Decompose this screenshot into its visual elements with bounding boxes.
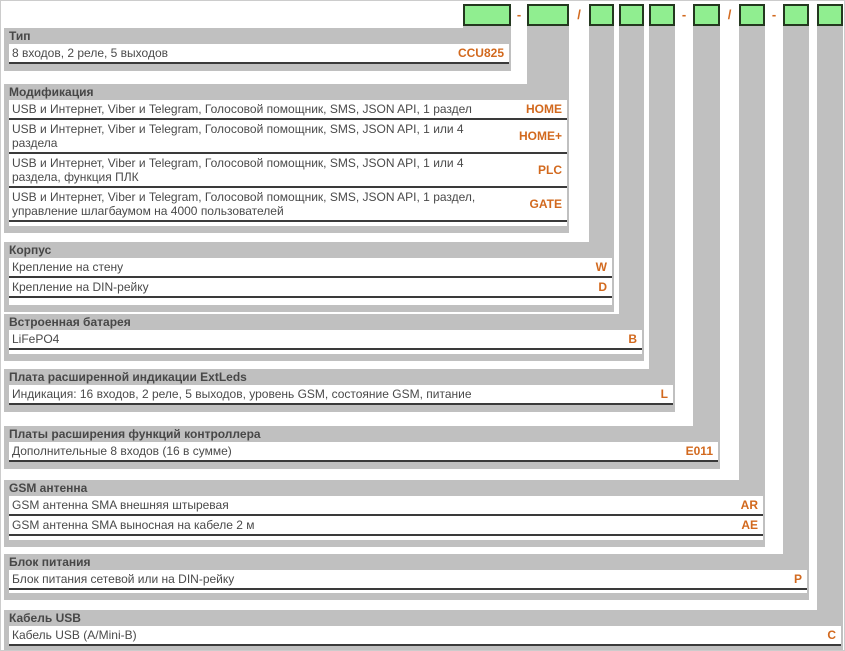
option-row: LiFePO4 B bbox=[9, 330, 642, 350]
option-code: C bbox=[827, 628, 836, 642]
option-row: USB и Интернет, Viber и Telegram, Голосо… bbox=[9, 120, 567, 154]
option-code: CCU825 bbox=[457, 46, 504, 60]
option-text: Дополнительные 8 входов (16 в сумме) bbox=[12, 444, 232, 458]
option-row: Блок питания сетевой или на DIN-рейку P bbox=[9, 570, 807, 590]
option-text: USB и Интернет, Viber и Telegram, Голосо… bbox=[12, 190, 476, 218]
connector-column-5 bbox=[649, 25, 675, 377]
option-code: AE bbox=[741, 518, 758, 532]
option-text: GSM антенна SMA выносная на кабеле 2 м bbox=[12, 518, 255, 532]
separator-slash-2: / bbox=[727, 7, 732, 22]
code-segment-box-extleds bbox=[649, 4, 675, 26]
option-code: P bbox=[793, 572, 802, 586]
option-code: B bbox=[628, 332, 637, 346]
option-text: Крепление на стену bbox=[12, 260, 124, 274]
option-row: Крепление на DIN-рейку D bbox=[9, 278, 612, 298]
section-type: Тип 8 входов, 2 реле, 5 выходов CCU825 bbox=[4, 28, 511, 71]
option-row: Дополнительные 8 входов (16 в сумме) E01… bbox=[9, 442, 718, 462]
section-title: Блок питания bbox=[9, 555, 91, 569]
option-row: 8 входов, 2 реле, 5 выходов CCU825 bbox=[9, 44, 509, 64]
option-code: HOME+ bbox=[518, 129, 562, 143]
code-segment-box-antenna bbox=[739, 4, 765, 26]
option-code: E011 bbox=[685, 444, 713, 458]
section-title: GSM антенна bbox=[9, 481, 88, 495]
connector-column-4 bbox=[619, 25, 644, 322]
option-text: Индикация: 16 входов, 2 реле, 5 выходов,… bbox=[12, 387, 472, 401]
option-code: HOME bbox=[526, 102, 562, 116]
code-segment-box-expansion bbox=[693, 4, 720, 26]
connector-column-7 bbox=[739, 25, 765, 488]
separator-dash-1: - bbox=[516, 7, 522, 22]
section-gsm-antenna: GSM антенна GSM антенна SMA внешняя штыр… bbox=[4, 480, 765, 547]
section-expansion-boards: Платы расширения функций контроллера Доп… bbox=[4, 426, 720, 469]
option-row: Кабель USB (A/Mini-B) C bbox=[9, 626, 841, 646]
option-text: Крепление на DIN-рейку bbox=[12, 280, 149, 294]
option-text: GSM антенна SMA внешняя штыревая bbox=[12, 498, 229, 512]
option-text: USB и Интернет, Viber и Telegram, Голосо… bbox=[12, 122, 464, 150]
code-segment-box-modification bbox=[527, 4, 569, 26]
option-row: USB и Интернет, Viber и Telegram, Голосо… bbox=[9, 100, 567, 120]
option-code: PLC bbox=[538, 163, 562, 177]
section-title: Платы расширения функций контроллера bbox=[9, 427, 261, 441]
option-text: Блок питания сетевой или на DIN-рейку bbox=[12, 572, 235, 586]
option-code: L bbox=[660, 387, 668, 401]
section-usb-cable: Кабель USB Кабель USB (A/Mini-B) C bbox=[4, 610, 843, 650]
section-enclosure: Корпус Крепление на стену W Крепление на… bbox=[4, 242, 614, 312]
option-text: USB и Интернет, Viber и Telegram, Голосо… bbox=[12, 102, 472, 116]
section-title: Тип bbox=[9, 29, 31, 43]
section-title: Встроенная батарея bbox=[9, 315, 131, 329]
section-title: Кабель USB bbox=[9, 611, 81, 625]
option-text: LiFePO4 bbox=[12, 332, 60, 346]
separator-slash-1: / bbox=[577, 7, 581, 22]
code-segment-box-type bbox=[463, 4, 511, 26]
option-code: AR bbox=[740, 498, 758, 512]
code-segment-box-cable bbox=[817, 4, 843, 26]
separator-dash-3: - bbox=[771, 7, 777, 22]
option-code: W bbox=[595, 260, 607, 274]
code-segment-box-enclosure bbox=[589, 4, 614, 26]
option-text: USB и Интернет, Viber и Telegram, Голосо… bbox=[12, 156, 464, 184]
connector-column-6 bbox=[693, 25, 720, 434]
option-row: Крепление на стену W bbox=[9, 258, 612, 278]
option-row: USB и Интернет, Viber и Telegram, Голосо… bbox=[9, 188, 567, 222]
code-segment-box-battery bbox=[619, 4, 644, 26]
option-row: GSM антенна SMA внешняя штыревая AR bbox=[9, 496, 763, 516]
section-title: Модификация bbox=[9, 85, 94, 99]
option-code: GATE bbox=[529, 197, 562, 211]
section-title: Плата расширенной индикации ExtLeds bbox=[9, 370, 247, 384]
separator-dash-2: - bbox=[681, 7, 687, 22]
option-row: Индикация: 16 входов, 2 реле, 5 выходов,… bbox=[9, 385, 673, 405]
section-modification: Модификация USB и Интернет, Viber и Tele… bbox=[4, 84, 569, 233]
connector-column-8 bbox=[783, 25, 809, 562]
section-title: Корпус bbox=[9, 243, 52, 257]
connector-column-9 bbox=[817, 25, 843, 618]
connector-column-2 bbox=[527, 25, 569, 92]
option-text: Кабель USB (A/Mini-B) bbox=[12, 628, 137, 642]
connector-column-3 bbox=[589, 25, 614, 250]
option-row: GSM антенна SMA выносная на кабеле 2 м A… bbox=[9, 516, 763, 536]
section-extleds: Плата расширенной индикации ExtLeds Инди… bbox=[4, 369, 675, 412]
code-segment-box-power bbox=[783, 4, 809, 26]
section-battery: Встроенная батарея LiFePO4 B bbox=[4, 314, 644, 361]
section-power-supply: Блок питания Блок питания сетевой или на… bbox=[4, 554, 809, 600]
option-code: D bbox=[598, 280, 607, 294]
option-row: USB и Интернет, Viber и Telegram, Голосо… bbox=[9, 154, 567, 188]
option-text: 8 входов, 2 реле, 5 выходов bbox=[12, 46, 169, 60]
